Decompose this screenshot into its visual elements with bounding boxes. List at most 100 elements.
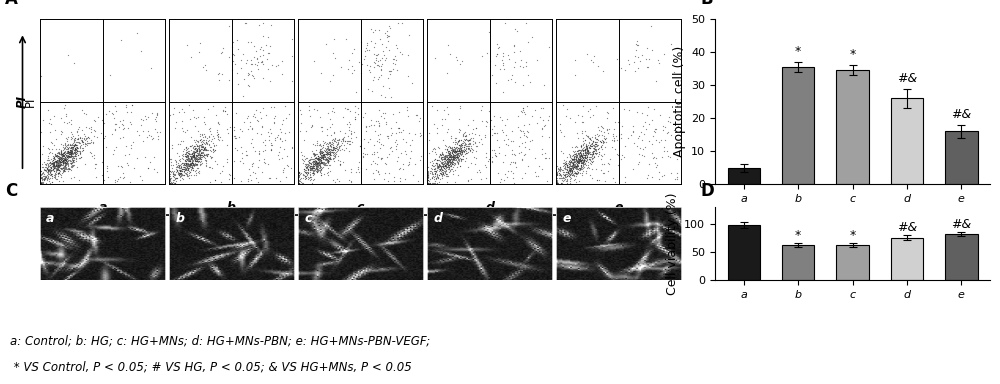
Point <box>260 161 276 167</box>
Point <box>447 148 463 154</box>
Point <box>297 169 313 175</box>
Point <box>179 169 195 175</box>
Point <box>609 151 625 157</box>
Point <box>49 175 65 182</box>
Point <box>569 148 585 154</box>
Point <box>305 164 321 170</box>
Point <box>291 177 307 183</box>
Point <box>435 171 451 177</box>
Point <box>318 147 334 153</box>
Point <box>57 164 73 170</box>
Point <box>577 149 593 155</box>
Point <box>224 44 240 50</box>
Point <box>180 172 196 179</box>
Point <box>454 144 470 150</box>
Point <box>297 169 313 175</box>
Point <box>314 152 330 158</box>
Point <box>474 141 490 147</box>
Point <box>585 145 601 151</box>
Point <box>442 152 458 159</box>
Point <box>580 149 596 155</box>
Point <box>568 156 584 162</box>
Point <box>570 149 586 156</box>
Point <box>388 146 404 152</box>
Point <box>53 162 69 168</box>
Point <box>46 172 62 179</box>
Point <box>83 149 99 156</box>
Point <box>564 156 580 162</box>
Point <box>446 160 462 166</box>
Point <box>555 169 571 175</box>
Point <box>478 174 494 180</box>
Point <box>45 160 61 166</box>
Point <box>453 147 469 153</box>
Point <box>433 159 449 165</box>
Point <box>325 150 341 156</box>
Point <box>183 156 199 162</box>
Point <box>555 102 571 108</box>
Point <box>326 153 342 159</box>
Point <box>175 137 191 144</box>
Point <box>575 148 591 154</box>
Point <box>177 166 193 172</box>
Point <box>245 160 261 166</box>
Point <box>293 175 309 181</box>
Point <box>197 62 213 68</box>
Point <box>568 165 584 171</box>
Point <box>640 63 656 70</box>
Point <box>48 151 64 157</box>
Point <box>70 134 86 141</box>
Point <box>178 161 194 167</box>
Point <box>463 176 479 182</box>
Point <box>560 164 576 170</box>
Point <box>552 171 568 177</box>
Point <box>248 48 264 54</box>
Point <box>312 162 328 168</box>
Point <box>313 172 329 178</box>
Point <box>65 145 81 151</box>
Point <box>320 144 336 150</box>
Point <box>434 150 450 156</box>
Point <box>577 127 593 134</box>
Point <box>171 163 187 169</box>
Point <box>420 172 436 178</box>
Point <box>301 159 317 165</box>
Point <box>594 132 610 138</box>
Point <box>43 161 59 167</box>
Point <box>182 143 198 149</box>
Point <box>108 144 124 150</box>
Point <box>58 113 74 119</box>
Point <box>445 153 461 159</box>
Point <box>40 162 56 168</box>
Point <box>55 151 71 157</box>
Point <box>370 51 386 57</box>
Point <box>48 153 64 159</box>
Point <box>191 148 207 154</box>
Point <box>51 170 67 176</box>
Point <box>564 160 580 166</box>
Point <box>63 167 79 174</box>
Point <box>185 167 201 173</box>
Point <box>573 159 589 165</box>
Point <box>568 170 584 176</box>
Point <box>444 144 460 151</box>
Point <box>383 94 399 101</box>
Point <box>263 146 279 152</box>
Point <box>187 157 203 163</box>
Point <box>309 166 325 172</box>
Point <box>437 160 453 166</box>
Point <box>506 42 522 48</box>
Point <box>494 117 510 123</box>
Point <box>560 170 576 176</box>
Point <box>513 57 529 63</box>
Point <box>437 155 453 161</box>
Point <box>176 164 192 170</box>
Point <box>497 152 513 158</box>
Point <box>200 147 216 153</box>
Point <box>450 150 466 156</box>
Point <box>189 155 205 161</box>
Point <box>61 166 77 172</box>
Point <box>568 163 584 169</box>
Point <box>576 159 592 165</box>
Point <box>578 141 594 147</box>
